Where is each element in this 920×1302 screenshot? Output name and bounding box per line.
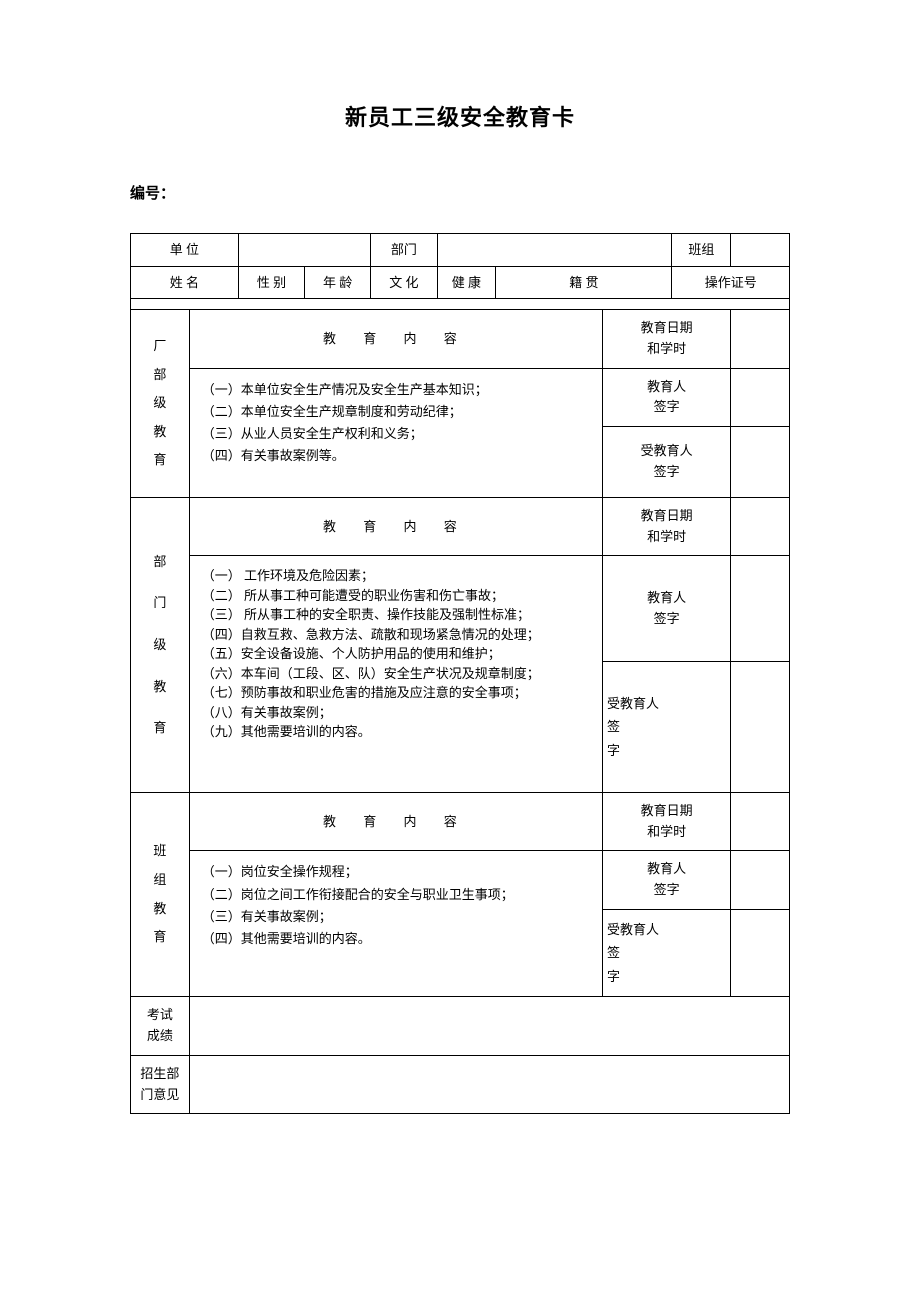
dept-trainee-label: 受教育人 签 字 [603,662,731,793]
gender-label: 性 别 [238,266,304,299]
dept-content-body: （一） 工作环境及危险因素； （二） 所从事工种可能遭受的职业伤害和伤亡事故； … [189,556,602,793]
factory-date-hours-label: 教育日期 和学时 [603,310,731,369]
recruit-label: 招生部 门意见 [131,1055,190,1114]
team-label: 班组 [672,234,731,267]
dept-line-7: （七）预防事故和职业危害的措施及应注意的安全事项； [202,683,590,703]
education-card-table: 单 位 部门 班组 姓 名 性 别 年 龄 文 化 健 康 籍 贯 操作证号 厂… [130,233,790,1114]
dept-line-8: （八）有关事故案例； [202,703,590,723]
dept-educator-label: 教育人 签字 [603,556,731,662]
team-educator-value [731,851,790,910]
team-trainee-label: 受教育人 签 字 [603,910,731,997]
dept-line-2: （二） 所从事工种可能遭受的职业伤害和伤亡事故； [202,586,590,606]
factory-trainee-label: 受教育人 签字 [603,427,731,498]
page-title: 新员工三级安全教育卡 [130,100,790,132]
dept-educator-row: （一） 工作环境及危险因素； （二） 所从事工种可能遭受的职业伤害和伤亡事故； … [131,556,790,662]
team-level-label: 班 组 教 育 [131,792,190,996]
dept-line-6: （六）本车间（工段、区、队）安全生产状况及规章制度； [202,664,590,684]
team-line-4: （四）其他需要培训的内容。 [202,928,590,950]
dept-line-3: （三） 所从事工种的安全职责、操作技能及强制性标准； [202,605,590,625]
team-line-2: （二）岗位之间工作衔接配合的安全与职业卫生事项； [202,884,590,906]
dept-level-label: 部 门 级 教 育 [131,497,190,792]
team-date-hours-value [731,792,790,851]
factory-line-3: （三）从业人员安全生产权利和义务； [202,423,590,445]
dept-line-4: （四）自救互救、急救方法、疏散和现场紧急情况的处理； [202,625,590,645]
dept-trainee-value [731,662,790,793]
team-content-body: （一）岗位安全操作规程； （二）岗位之间工作衔接配合的安全与职业卫生事项； （三… [189,851,602,997]
dept-content-header: 教 育 内 容 [189,497,602,556]
cert-label: 操作证号 [672,266,790,299]
dept-line-5: （五）安全设备设施、个人防护用品的使用和维护； [202,644,590,664]
dept-line-1: （一） 工作环境及危险因素； [202,566,590,586]
factory-educator-label: 教育人 签字 [603,368,731,427]
factory-header-row: 厂 部 级 教 育 教 育 内 容 教育日期 和学时 [131,310,790,369]
team-educator-label: 教育人 签字 [603,851,731,910]
factory-date-hours-value [731,310,790,369]
blank-row [131,299,790,310]
team-header-row: 班 组 教 育 教 育 内 容 教育日期 和学时 [131,792,790,851]
factory-content-body: （一）本单位安全生产情况及安全生产基本知识； （二）本单位安全生产规章制度和劳动… [189,368,602,497]
factory-level-label: 厂 部 级 教 育 [131,310,190,498]
team-date-hours-label: 教育日期 和学时 [603,792,731,851]
dept-date-hours-label: 教育日期 和学时 [603,497,731,556]
factory-line-2: （二）本单位安全生产规章制度和劳动纪律； [202,401,590,423]
team-line-3: （三）有关事故案例； [202,906,590,928]
dept-header-row: 部 门 级 教 育 教 育 内 容 教育日期 和学时 [131,497,790,556]
team-line-1: （一）岗位安全操作规程； [202,861,590,883]
serial-label: 编号： [130,182,790,203]
team-content-header: 教 育 内 容 [189,792,602,851]
factory-line-1: （一）本单位安全生产情况及安全生产基本知识； [202,379,590,401]
recruit-value [189,1055,789,1114]
age-label: 年 龄 [305,266,371,299]
header-row-2: 姓 名 性 别 年 龄 文 化 健 康 籍 贯 操作证号 [131,266,790,299]
culture-label: 文 化 [371,266,437,299]
health-label: 健 康 [437,266,496,299]
factory-content-header: 教 育 内 容 [189,310,602,369]
unit-value [238,234,370,267]
unit-label: 单 位 [131,234,239,267]
team-trainee-value [731,910,790,997]
factory-educator-value [731,368,790,427]
factory-line-4: （四）有关事故案例等。 [202,445,590,467]
dept-educator-value [731,556,790,662]
team-value [731,234,790,267]
exam-row: 考试 成绩 [131,997,790,1056]
recruit-row: 招生部 门意见 [131,1055,790,1114]
factory-trainee-value [731,427,790,498]
dept-value [437,234,672,267]
team-educator-row: （一）岗位安全操作规程； （二）岗位之间工作衔接配合的安全与职业卫生事项； （三… [131,851,790,910]
dept-label: 部门 [371,234,437,267]
exam-value [189,997,789,1056]
header-row-1: 单 位 部门 班组 [131,234,790,267]
dept-date-hours-value [731,497,790,556]
dept-line-9: （九）其他需要培训的内容。 [202,722,590,742]
exam-label: 考试 成绩 [131,997,190,1056]
origin-label: 籍 贯 [496,266,672,299]
document-page: 新员工三级安全教育卡 编号： 单 位 部门 班组 姓 名 性 别 [0,0,920,1174]
name-label: 姓 名 [131,266,239,299]
factory-educator-row: （一）本单位安全生产情况及安全生产基本知识； （二）本单位安全生产规章制度和劳动… [131,368,790,427]
